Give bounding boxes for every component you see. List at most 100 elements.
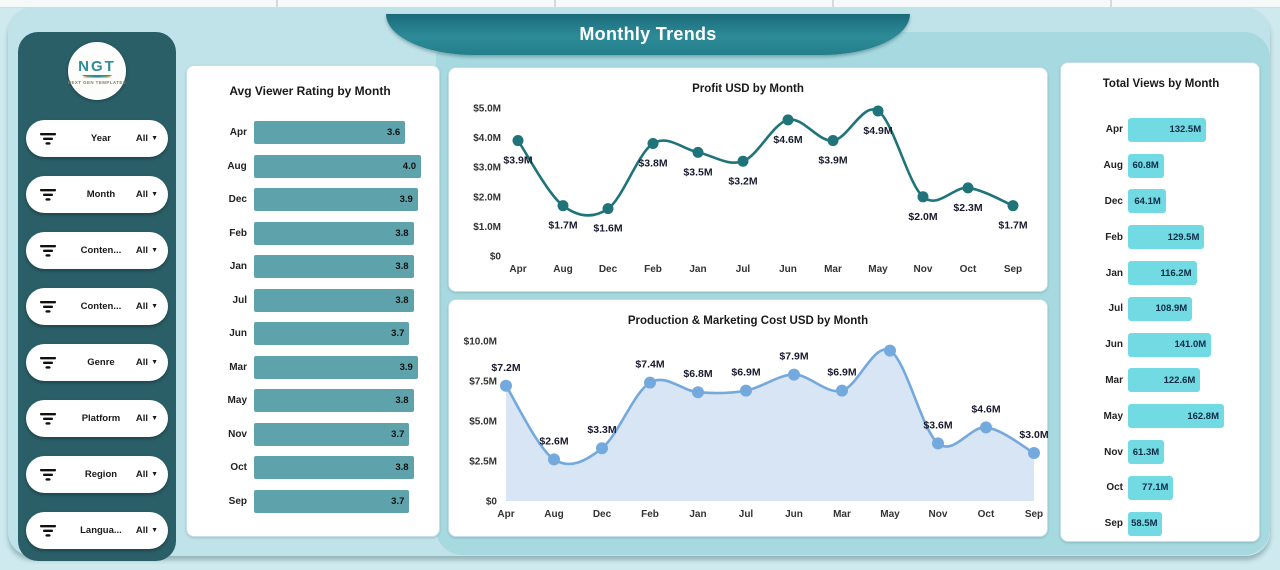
bar[interactable]: 141.0M: [1128, 332, 1212, 357]
filter-value-dropdown[interactable]: All ▼: [136, 525, 158, 536]
data-point-marker[interactable]: [692, 386, 704, 399]
filter-pill-genre[interactable]: Genre All ▼: [26, 344, 168, 381]
bar[interactable]: 3.8: [254, 221, 414, 245]
data-point-marker[interactable]: [596, 442, 608, 455]
data-point-marker[interactable]: [1028, 447, 1040, 459]
filter-value-dropdown[interactable]: All ▼: [136, 469, 158, 480]
data-point-marker[interactable]: [782, 114, 794, 126]
filter-value-dropdown[interactable]: All ▼: [136, 357, 158, 368]
bar-category-label: Jul: [232, 294, 247, 306]
bar[interactable]: 3.7: [254, 322, 410, 346]
bar[interactable]: 3.9: [254, 355, 418, 379]
data-point-marker[interactable]: [827, 135, 839, 147]
bar-value-label: 3.9: [399, 361, 413, 373]
y-axis-tick: $10.0M: [464, 337, 497, 348]
chevron-down-icon: ▼: [151, 303, 158, 310]
filter-value-dropdown[interactable]: All ▼: [136, 245, 158, 256]
bar-row: Dec 3.9: [199, 183, 421, 217]
bar[interactable]: 3.8: [254, 456, 414, 480]
dashboard-container: Monthly Trends NGT NEXT GEN TEMPLATES Ye…: [8, 7, 1270, 561]
bar[interactable]: 129.5M: [1128, 225, 1205, 250]
data-point-marker[interactable]: [932, 437, 944, 450]
bar[interactable]: 3.8: [254, 389, 414, 413]
data-point-marker[interactable]: [1007, 200, 1019, 212]
bar[interactable]: 4.0: [253, 154, 421, 178]
bar-category-label: Dec: [228, 194, 247, 206]
filter-list: Year All ▼ Month All ▼ Conten... All ▼ Conten... A…: [18, 110, 176, 549]
header-banner: Monthly Trends: [386, 14, 910, 55]
filter-pill-conten[interactable]: Conten... All ▼: [26, 288, 168, 325]
bar[interactable]: 3.7: [254, 422, 410, 446]
filter-value-dropdown[interactable]: All ▼: [136, 133, 158, 144]
filter-pill-month[interactable]: Month All ▼: [26, 176, 168, 213]
filter-value-dropdown[interactable]: All ▼: [136, 189, 158, 200]
bar-category-label: May: [227, 395, 247, 407]
bar[interactable]: 108.9M: [1128, 296, 1193, 321]
bar-category-label: Aug: [1103, 160, 1123, 172]
bar-row: Mar 122.6M: [1077, 363, 1245, 399]
data-label: $4.9M: [863, 125, 892, 137]
data-point-marker[interactable]: [740, 384, 752, 397]
filter-value-dropdown[interactable]: All ▼: [136, 413, 158, 424]
filter-value: All: [135, 189, 149, 200]
bar-value-label: 3.6: [386, 127, 401, 139]
data-point-marker[interactable]: [980, 421, 992, 434]
total-views-bar-chart: Apr 132.5M Aug 60.8M Dec 64.1M Feb 129.5M Jan 116…: [1077, 112, 1245, 542]
cost-area-chart: $0 $2.5M $5.0M $7.5M $10.0M Apr Aug Dec Feb Jan Ju…: [464, 337, 1049, 521]
page-title: Monthly Trends: [579, 24, 717, 44]
bar[interactable]: 60.8M: [1128, 153, 1164, 178]
bar-category-label: Jan: [229, 261, 247, 273]
bar[interactable]: 64.1M: [1128, 189, 1166, 214]
bar[interactable]: 3.7: [254, 489, 410, 513]
bar-value-label: 64.1M: [1134, 195, 1161, 207]
filter-pill-conten[interactable]: Conten... All ▼: [26, 232, 168, 269]
filter-pill-langua[interactable]: Langua... All ▼: [26, 512, 168, 549]
data-point-marker[interactable]: [836, 384, 848, 397]
bar[interactable]: 3.6: [254, 121, 406, 145]
x-axis-tick: Feb: [641, 509, 659, 520]
bar-category-label: Jul: [1108, 303, 1123, 315]
x-axis-tick: Aug: [553, 264, 572, 275]
bar[interactable]: 116.2M: [1128, 261, 1197, 286]
bar[interactable]: 3.8: [254, 255, 414, 279]
filter-pill-platform[interactable]: Platform All ▼: [26, 400, 168, 437]
data-point-marker[interactable]: [872, 105, 884, 117]
x-axis-tick: Aug: [544, 509, 563, 520]
filter-pill-region[interactable]: Region All ▼: [26, 456, 168, 493]
data-point-marker[interactable]: [884, 344, 896, 357]
bar[interactable]: 61.3M: [1128, 440, 1165, 465]
data-point-marker[interactable]: [788, 368, 800, 381]
bar[interactable]: 122.6M: [1128, 368, 1201, 393]
bar-value-label: 132.5M: [1169, 124, 1202, 136]
data-label: $2.6M: [539, 435, 568, 447]
data-point-marker[interactable]: [602, 203, 614, 215]
data-point-marker[interactable]: [692, 146, 704, 158]
bar-row: Jul 3.8: [199, 284, 421, 318]
data-label: $4.6M: [971, 403, 1000, 415]
bar[interactable]: 162.8M: [1128, 404, 1224, 429]
bar-row: Dec 64.1M: [1077, 184, 1245, 220]
data-point-marker[interactable]: [644, 376, 656, 389]
bar[interactable]: 132.5M: [1128, 117, 1207, 142]
x-axis-tick: Sep: [1025, 509, 1043, 520]
data-point-marker[interactable]: [557, 200, 569, 212]
data-point-marker[interactable]: [500, 379, 512, 392]
filter-value-dropdown[interactable]: All ▼: [136, 301, 158, 312]
data-point-marker[interactable]: [512, 135, 524, 147]
filter-pill-year[interactable]: Year All ▼: [26, 120, 168, 157]
data-point-marker[interactable]: [647, 138, 659, 150]
bar[interactable]: 58.5M: [1128, 511, 1163, 536]
data-point-marker[interactable]: [917, 191, 929, 203]
data-label: $4.6M: [773, 134, 802, 146]
data-point-marker[interactable]: [962, 182, 974, 194]
x-axis-tick: Sep: [1004, 264, 1022, 275]
bar[interactable]: 77.1M: [1128, 475, 1174, 500]
bar-value-label: 77.1M: [1142, 482, 1169, 494]
bar[interactable]: 3.8: [254, 288, 414, 312]
logo-tagline: NEXT GEN TEMPLATES: [67, 79, 127, 85]
data-point-marker[interactable]: [548, 453, 560, 466]
bar[interactable]: 3.9: [254, 188, 418, 212]
data-label: $7.9M: [779, 351, 808, 363]
data-point-marker[interactable]: [737, 155, 749, 167]
avg-rating-bar-chart: Apr 3.6 Aug 4.0 Dec 3.9 Feb 3.8 Jan 3.8 Jul 3.8 Jun 3…: [199, 116, 421, 518]
